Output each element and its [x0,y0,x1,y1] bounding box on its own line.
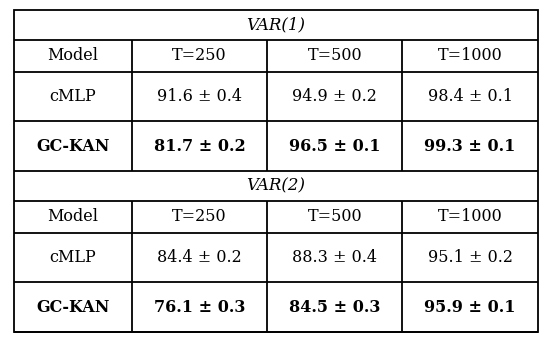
Text: T=250: T=250 [172,208,227,225]
Text: 95.9 ± 0.1: 95.9 ± 0.1 [424,299,516,316]
Text: T=500: T=500 [307,208,362,225]
Text: 84.5 ± 0.3: 84.5 ± 0.3 [289,299,380,316]
Text: 94.9 ± 0.2: 94.9 ± 0.2 [292,88,377,105]
Text: cMLP: cMLP [50,88,97,105]
Text: 91.6 ± 0.4: 91.6 ± 0.4 [157,88,242,105]
Text: GC-KAN: GC-KAN [36,137,110,155]
Text: 84.4 ± 0.2: 84.4 ± 0.2 [157,249,242,266]
Text: cMLP: cMLP [50,249,97,266]
Text: GC-KAN: GC-KAN [36,299,110,316]
Text: 76.1 ± 0.3: 76.1 ± 0.3 [154,299,245,316]
Text: T=250: T=250 [172,47,227,64]
Text: VAR(2): VAR(2) [247,177,305,194]
Text: Model: Model [47,208,98,225]
Text: VAR(1): VAR(1) [247,16,305,34]
Text: T=500: T=500 [307,47,362,64]
Text: Model: Model [47,47,98,64]
Text: 98.4 ± 0.1: 98.4 ± 0.1 [428,88,513,105]
Text: 95.1 ± 0.2: 95.1 ± 0.2 [428,249,513,266]
Text: 96.5 ± 0.1: 96.5 ± 0.1 [289,137,380,155]
Text: 99.3 ± 0.1: 99.3 ± 0.1 [424,137,516,155]
Text: T=1000: T=1000 [438,208,502,225]
Text: T=1000: T=1000 [438,47,502,64]
Text: 88.3 ± 0.4: 88.3 ± 0.4 [292,249,377,266]
Text: 81.7 ± 0.2: 81.7 ± 0.2 [153,137,246,155]
